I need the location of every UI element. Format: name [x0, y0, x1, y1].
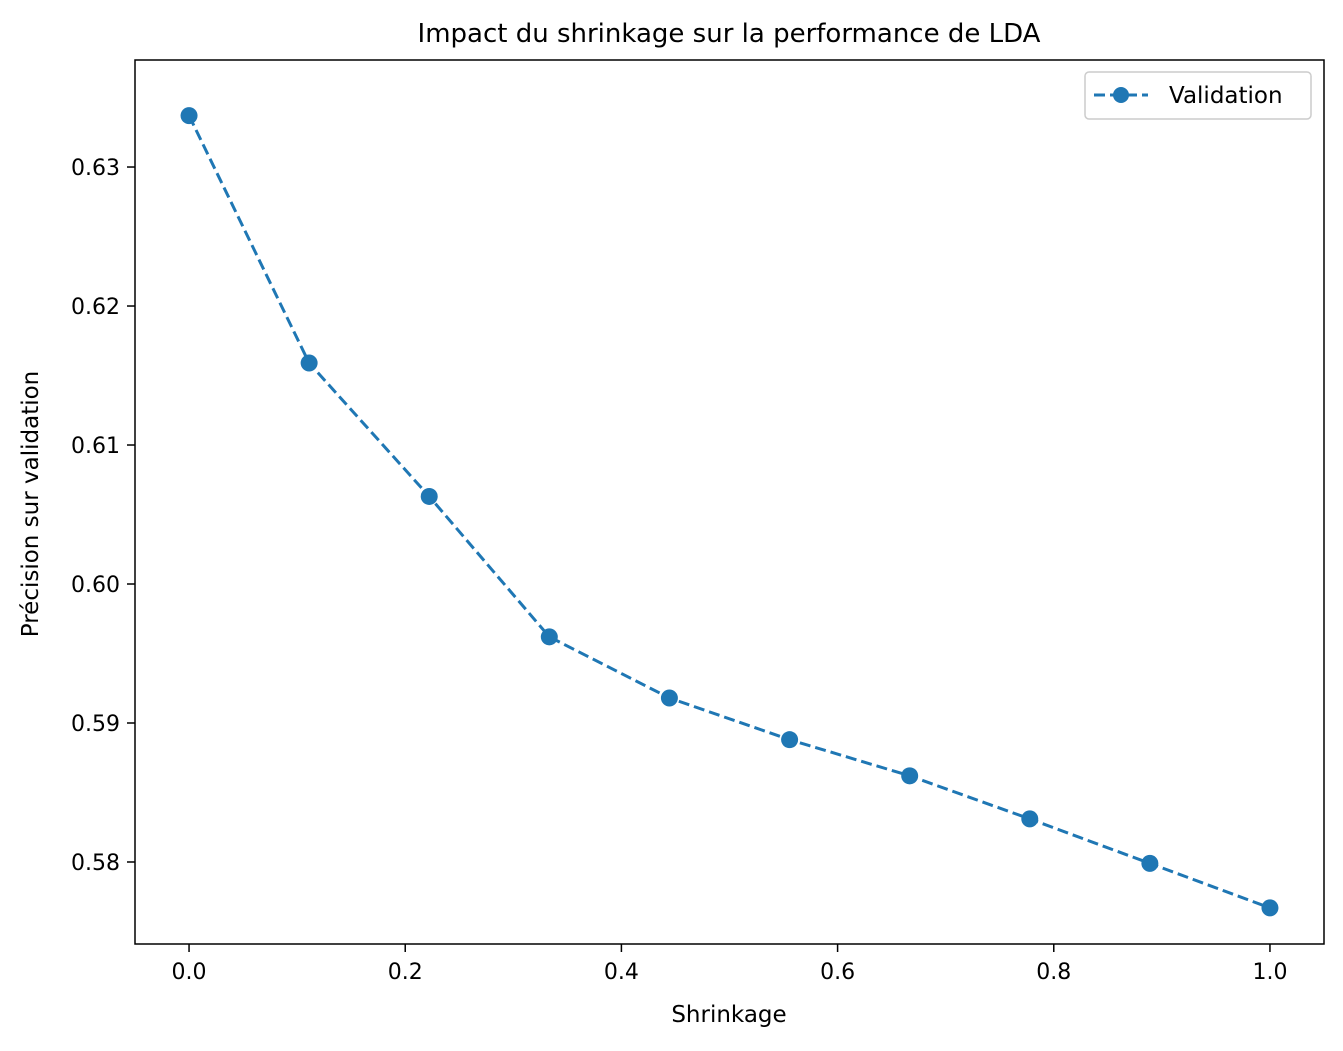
x-axis-label: Shrinkage	[671, 1002, 786, 1028]
series-line-0	[187, 114, 1271, 910]
data-point	[901, 767, 919, 785]
data-point	[180, 107, 198, 125]
data-point	[300, 354, 318, 372]
y-tick-label: 0.60	[71, 573, 120, 598]
legend-label-validation: Validation	[1169, 83, 1283, 109]
data-point	[540, 628, 558, 646]
data-point	[660, 689, 678, 707]
y-tick-label: 0.62	[71, 295, 120, 320]
x-tick-label: 0.4	[604, 960, 639, 985]
plot-area: 0.0 0.2 0.4 0.6 0.8 1.0 0.58 0.59 0.60 0.61 0.62 0.…	[71, 107, 1287, 985]
y-tick-label: 0.58	[71, 851, 120, 876]
x-tick-label: 0.8	[1036, 960, 1071, 985]
plot-frame	[134, 59, 1325, 945]
data-point	[420, 487, 438, 505]
chart-title: Impact du shrinkage sur la performance d…	[418, 19, 1041, 49]
legend: Validation	[1084, 71, 1312, 120]
data-point	[1261, 899, 1279, 917]
y-axis-label: Précision sur validation	[18, 371, 44, 638]
legend-marker-sample	[1113, 87, 1129, 103]
y-tick-label: 0.61	[71, 434, 120, 459]
x-tick-label: 0.6	[820, 960, 855, 985]
y-tick-label: 0.59	[71, 712, 120, 737]
y-tick-label: 0.63	[71, 156, 120, 181]
data-point	[781, 731, 799, 749]
x-tick-label: 0.0	[172, 960, 207, 985]
x-tick-label: 1.0	[1252, 960, 1287, 985]
x-tick-label: 0.2	[388, 960, 423, 985]
data-point	[1141, 854, 1159, 872]
legend-box	[1084, 71, 1312, 120]
data-point	[1021, 810, 1039, 828]
